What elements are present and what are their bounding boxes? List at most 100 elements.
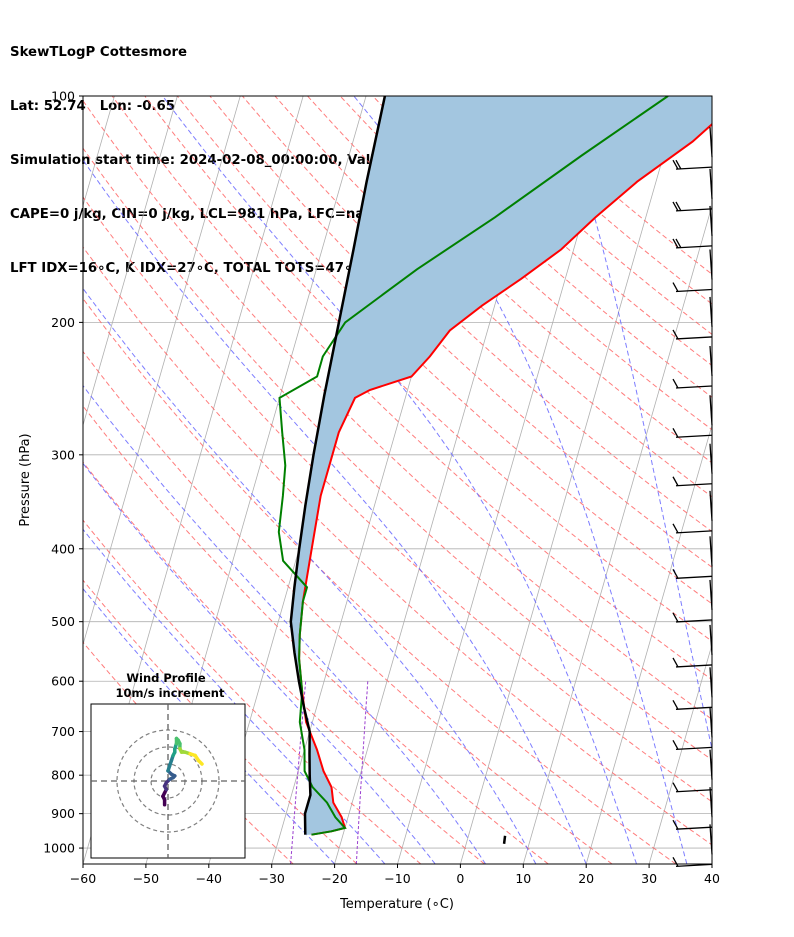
isotherm-gridline (711, 862, 712, 864)
wind-barb (672, 579, 713, 623)
cin-shading (290, 96, 712, 835)
x-axis-title: Temperature (∘C) (339, 897, 454, 912)
mixing-ratio-line (355, 681, 369, 864)
x-tick-label: 40 (704, 871, 720, 886)
wind-barb-flag (672, 427, 679, 438)
wind-barb-shaft (675, 789, 713, 793)
moist-adiabat (83, 384, 487, 864)
wind-barb-shaft (675, 706, 713, 710)
wind-barbs (672, 127, 713, 868)
wind-barb (672, 345, 713, 389)
isotherm-gridline (775, 96, 794, 864)
wind-barb-shaft (675, 166, 713, 170)
x-tick-label: 30 (641, 871, 657, 886)
x-tick-label: 0 (456, 871, 464, 886)
x-tick-label: 10 (515, 871, 531, 886)
moist-adiabat (557, 96, 712, 752)
wind-barb-flag (672, 819, 679, 830)
isotherm-gridline (585, 423, 712, 864)
hodograph-inset: Wind Profile 10m/s increment (90, 671, 246, 859)
wind-barb-flag (672, 201, 679, 212)
wind-barb-flag (672, 612, 679, 623)
parcel-profile (289, 96, 387, 835)
wind-barb-shaft (675, 385, 713, 389)
wind-barb (672, 249, 713, 293)
isotherm-gridline (522, 204, 712, 864)
isotherm-gridline (83, 96, 178, 427)
dry-adiabat (209, 96, 712, 568)
data-layer (277, 96, 712, 844)
wind-barb-shaft (675, 575, 713, 579)
wind-barb-flag (672, 329, 679, 340)
wind-barb (672, 787, 713, 830)
wind-barb-shaft (675, 619, 713, 623)
x-tick-label: −10 (384, 871, 410, 886)
wind-barb-shaft (675, 826, 713, 830)
wind-barb-flag (672, 740, 679, 750)
hodograph-subtitle: 10m/s increment (116, 686, 225, 700)
dry-adiabat (176, 96, 712, 605)
isotherm-gridline (648, 643, 712, 864)
wind-barb-flag (672, 782, 679, 793)
wind-barb-shaft (675, 288, 713, 293)
dry-adiabat (83, 579, 358, 864)
wind-barb-flag (672, 700, 679, 710)
wind-barb-shaft (675, 746, 713, 751)
wind-barb-shaft (675, 483, 713, 487)
y-tick-label: 100 (51, 89, 75, 104)
isotherm-gridline (460, 96, 681, 864)
dry-adiabat (242, 96, 712, 533)
isotherm-gridline (83, 96, 241, 647)
wind-barb-flag (672, 282, 679, 292)
wind-barb-flag (675, 159, 682, 170)
x-tick-label: −40 (196, 871, 222, 886)
wind-barb-flag (675, 238, 682, 249)
wind-barb-flag (672, 476, 679, 487)
wind-barb-shaft (675, 336, 713, 340)
wind-barb-shaft (675, 434, 713, 438)
dry-adiabat (83, 246, 712, 846)
dry-adiabat (83, 297, 677, 864)
wind-barb (672, 667, 713, 710)
hodograph-title: Wind Profile (126, 671, 206, 685)
wind-barb-flag (675, 201, 682, 212)
wind-barb (672, 624, 713, 668)
dry-adiabat (83, 519, 422, 864)
y-tick-label: 400 (51, 541, 75, 556)
dry-adiabat (83, 461, 485, 864)
x-tick-label: 20 (578, 871, 594, 886)
y-tick-label: 600 (51, 674, 75, 689)
x-tick-label: −60 (70, 871, 96, 886)
wind-barb-shaft (675, 208, 713, 212)
wind-barb-shaft (675, 863, 713, 868)
dry-adiabat (83, 641, 294, 864)
temperature-profile (298, 122, 712, 836)
wind-barb-flag (672, 857, 679, 867)
moist-adiabat (353, 96, 688, 864)
chart-title: SkewTLogP Cottesmore (10, 45, 188, 60)
moist-adiabat (83, 587, 335, 864)
dry-adiabat (83, 350, 613, 864)
wind-barb-shaft (675, 664, 713, 668)
y-tick-label: 700 (51, 724, 75, 739)
wind-barb-flag (672, 523, 679, 534)
x-tick-label: −20 (321, 871, 347, 886)
wind-barb-flag (672, 568, 679, 579)
surface-marker (502, 835, 507, 844)
wind-barb (672, 443, 713, 487)
axis-ticks: −60 −50 −40 −30 −20 −10 0 10 20 30 40 100 200 300 400 5… (43, 89, 720, 887)
y-tick-label: 200 (51, 315, 75, 330)
x-tick-label: −50 (133, 871, 159, 886)
y-axis-title: Pressure (hPa) (18, 433, 33, 526)
wind-barb (672, 490, 713, 534)
moist-adiabat (83, 287, 537, 864)
wind-barb-flag (672, 238, 679, 249)
hodograph-segment (196, 758, 204, 766)
x-tick-label: −30 (259, 871, 285, 886)
y-tick-label: 500 (51, 614, 75, 629)
wind-barb-flag (672, 159, 679, 170)
wind-barb-shaft (675, 530, 713, 534)
wind-barb (672, 296, 713, 340)
y-tick-label: 1000 (43, 841, 75, 856)
